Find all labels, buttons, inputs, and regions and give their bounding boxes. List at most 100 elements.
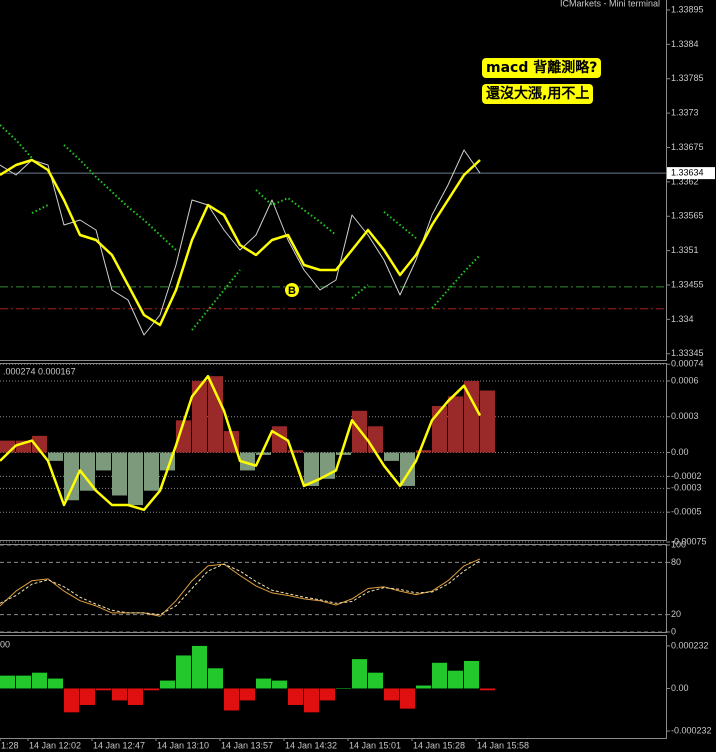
bar [368,672,383,689]
bar [16,675,31,689]
bar [400,452,415,486]
y-tick-label: 1.3384 [671,39,699,49]
y-tick-label: 1.33565 [671,211,704,221]
y-tick-label: 0.000232 [671,640,709,650]
bar [336,452,351,455]
bar [80,688,95,705]
y-tick-label: 0.00074 [671,359,704,369]
marker-label: B [288,285,296,297]
bar [464,380,479,453]
panel: 1.33895 1.3384 1.33785 1.3373 1.33675 1.3362 1… [0,4,715,358]
bar [304,688,319,713]
x-tick-label: 1:28 [1,740,19,750]
bar [32,672,47,689]
bar [320,688,335,701]
bar [96,688,111,691]
bar [16,440,31,453]
bar [192,645,207,689]
bar [80,452,95,491]
y-tick-label: 100 [671,539,686,549]
bar [32,435,47,453]
bar [464,660,479,689]
panel-frame [0,0,667,361]
panel: 0.000232 0.00 -0.000232 1:28 14 Jan 12:02 14 … [0,640,712,750]
bar [256,452,271,455]
bar [224,688,239,711]
annotation: macd 背離測略? [482,58,602,78]
x-tick-label: 14 Jan 13:10 [157,740,209,750]
x-tick-label: 14 Jan 13:57 [221,740,273,750]
bar [288,450,303,453]
bar [272,680,287,689]
y-tick-label: -0.00075 [671,536,707,546]
bar [432,662,447,689]
y-tick-label: 1.3362 [671,176,699,186]
bar [48,678,63,689]
y-tick-label: 1.33455 [671,279,704,289]
bar [208,376,223,453]
bar [304,452,319,486]
y-tick-label: -0.0005 [671,507,702,517]
series-line [31,204,481,331]
price-label-box [667,167,715,180]
y-tick-label: 1.33785 [671,73,704,83]
series-line [0,149,481,336]
x-tick-label: 14 Jan 15:01 [349,740,401,750]
y-tick-label: 0 [671,626,676,636]
bar [48,452,63,461]
bar [144,452,159,491]
bar [128,688,143,705]
series-line [0,558,481,617]
bar [336,688,351,689]
window-title: ICMarkets - Mini terminal [560,0,660,8]
y-tick-label: 1.33675 [671,142,704,152]
y-tick-label: 1.334 [671,314,694,324]
bar [160,680,175,689]
y-tick-label: -0.0003 [671,483,702,493]
indicator-label: 00 [0,639,10,649]
bar [112,452,127,496]
y-tick-label: 1.3373 [671,108,699,118]
bar [256,678,271,689]
bar [480,688,495,691]
annotation: 還沒大漲,用不上 [482,84,594,104]
panel: 0.00074 0.0006 0.0003 0.00 -0.0002 -0.0003 -0.… [0,359,707,546]
bar [352,659,367,689]
panel-frame [0,363,667,541]
bar [96,452,111,471]
bar [384,688,399,701]
y-tick-label: 1.33895 [671,4,704,14]
bar [288,688,303,705]
bar [176,655,191,689]
bar [128,452,143,506]
bar [0,675,15,689]
bar [400,688,415,709]
y-tick-label: 0.0006 [671,375,699,385]
bar [416,450,431,453]
y-tick-label: 20 [671,609,681,619]
bar [144,688,159,691]
panel: 100 80 20 0 [0,539,686,636]
series-line [0,560,481,616]
bar [64,688,79,713]
bar [448,670,463,689]
y-tick-label: 80 [671,557,681,567]
bar [368,426,383,453]
y-tick-label: 0.00 [671,683,689,693]
series-line [0,158,481,327]
x-tick-label: 14 Jan 14:32 [285,740,337,750]
bar [176,420,191,453]
x-tick-label: 14 Jan 12:47 [93,740,145,750]
bar [384,452,399,461]
bar [240,688,255,701]
bar [192,380,207,453]
panel-frame [0,635,667,739]
bar [112,688,127,701]
y-tick-label: 0.0003 [671,411,699,421]
y-tick-label: 1.33345 [671,348,704,358]
bar [416,685,431,689]
x-tick-label: 14 Jan 15:58 [477,740,529,750]
